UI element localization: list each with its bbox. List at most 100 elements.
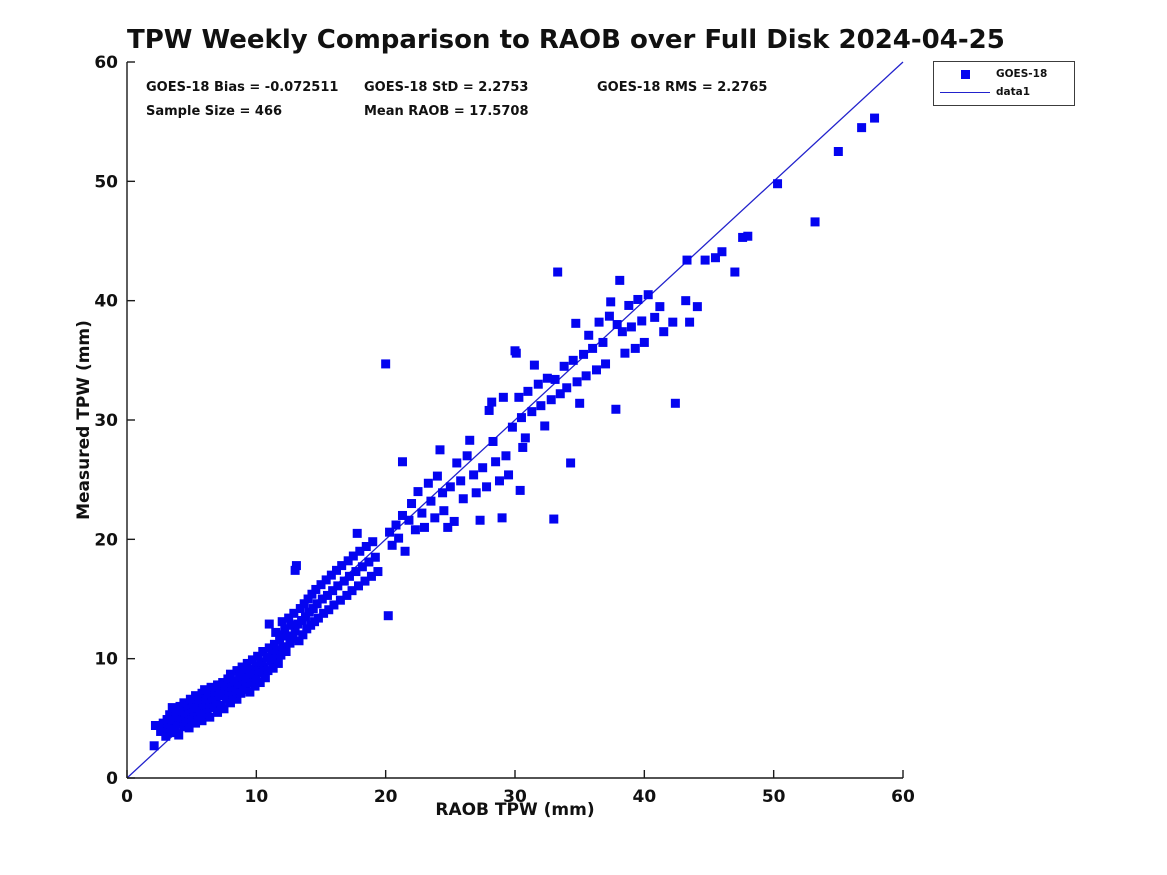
scatter-point	[257, 657, 267, 667]
scatter-point	[174, 730, 184, 740]
scatter-point	[617, 327, 627, 337]
scatter-point	[169, 715, 179, 725]
scatter-point	[370, 552, 380, 562]
scatter-point	[214, 691, 224, 701]
scatter-point	[244, 673, 254, 683]
scatter-point	[242, 658, 252, 668]
scatter-point	[394, 533, 404, 543]
scatter-point	[347, 586, 357, 596]
scatter-point	[692, 302, 702, 312]
scatter-point	[290, 626, 300, 636]
scatter-point	[584, 330, 594, 340]
scatter-point	[527, 407, 537, 417]
scatter-point	[339, 576, 349, 586]
scatter-point	[553, 267, 563, 277]
scatter-point	[219, 689, 229, 699]
scatter-point	[149, 741, 159, 751]
scatter-point	[542, 373, 552, 383]
scatter-point	[197, 716, 207, 726]
scatter-point	[626, 322, 636, 332]
scatter-point	[591, 365, 601, 375]
scatter-point	[271, 627, 281, 637]
scatter-point	[288, 633, 298, 643]
stat-rms: GOES-18 RMS = 2.2765	[597, 80, 768, 95]
scatter-point	[237, 662, 247, 672]
scatter-point	[475, 515, 485, 525]
scatter-point	[264, 643, 274, 653]
scatter-point	[150, 720, 160, 730]
scatter-point	[232, 694, 242, 704]
scatter-point	[209, 703, 219, 713]
scatter-point	[413, 487, 423, 497]
scatter-point	[710, 253, 720, 263]
scatter-point	[326, 570, 336, 580]
scatter-point	[604, 311, 614, 321]
scatter-point	[501, 451, 511, 461]
scatter-point	[515, 485, 525, 495]
scatter-point	[342, 590, 352, 600]
scatter-point	[321, 575, 331, 585]
scatter-point	[185, 694, 195, 704]
scatter-point	[668, 317, 678, 327]
scatter-point	[231, 686, 241, 696]
scatter-point	[290, 565, 300, 575]
scatter-point	[277, 630, 287, 640]
scatter-point	[601, 359, 611, 369]
scatter-point	[281, 647, 291, 657]
scatter-point	[335, 595, 345, 605]
scatter-point	[255, 678, 265, 688]
x-tick-label: 50	[762, 787, 786, 807]
scatter-point	[268, 663, 278, 673]
scatter-point	[494, 476, 504, 486]
scatter-point	[181, 717, 191, 727]
legend-item-goes18: GOES-18	[934, 65, 1074, 83]
scatter-point	[633, 294, 643, 304]
scatter-point	[643, 290, 653, 300]
scatter-point	[184, 709, 194, 719]
scatter-point	[253, 651, 263, 661]
scatter-point	[518, 442, 528, 452]
scatter-point	[870, 113, 880, 123]
scatter-point	[588, 343, 598, 353]
scatter-point	[511, 348, 521, 358]
scatter-point	[572, 377, 582, 387]
scatter-point	[615, 275, 625, 285]
scatter-point	[250, 681, 260, 691]
scatter-point	[432, 471, 442, 481]
scatter-point	[289, 608, 299, 618]
stat-sample-size: Sample Size = 466	[146, 104, 283, 119]
scatter-point	[700, 255, 710, 265]
scatter-point	[391, 520, 401, 530]
scatter-point	[354, 581, 364, 591]
scatter-point	[717, 247, 727, 257]
scatter-point	[650, 312, 660, 322]
scatter-point	[620, 348, 630, 358]
scatter-point	[857, 123, 867, 133]
scatter-point	[161, 731, 171, 741]
legend-swatch-area	[934, 91, 996, 93]
legend-label-goes18: GOES-18	[996, 68, 1048, 80]
scatter-point	[319, 608, 329, 618]
scatter-point	[324, 605, 334, 615]
scatter-point	[458, 494, 468, 504]
x-tick-label: 40	[632, 787, 656, 807]
scatter-point	[215, 685, 225, 695]
scatter-point	[624, 300, 634, 310]
scatter-point	[810, 217, 820, 227]
scatter-point	[211, 697, 221, 707]
scatter-point	[201, 694, 211, 704]
scatter-point	[291, 561, 301, 571]
scatter-point	[202, 704, 212, 714]
scatter-point	[516, 413, 526, 423]
scatter-point	[452, 458, 462, 468]
scatter-point	[491, 457, 501, 467]
scatter-point	[357, 562, 367, 572]
scatter-point	[484, 405, 494, 415]
scatter-point	[352, 528, 362, 538]
scatter-point	[387, 540, 397, 550]
scatter-point	[344, 571, 354, 581]
scatter-point	[685, 317, 695, 327]
scatter-point	[488, 436, 498, 446]
scatter-point	[264, 619, 274, 629]
